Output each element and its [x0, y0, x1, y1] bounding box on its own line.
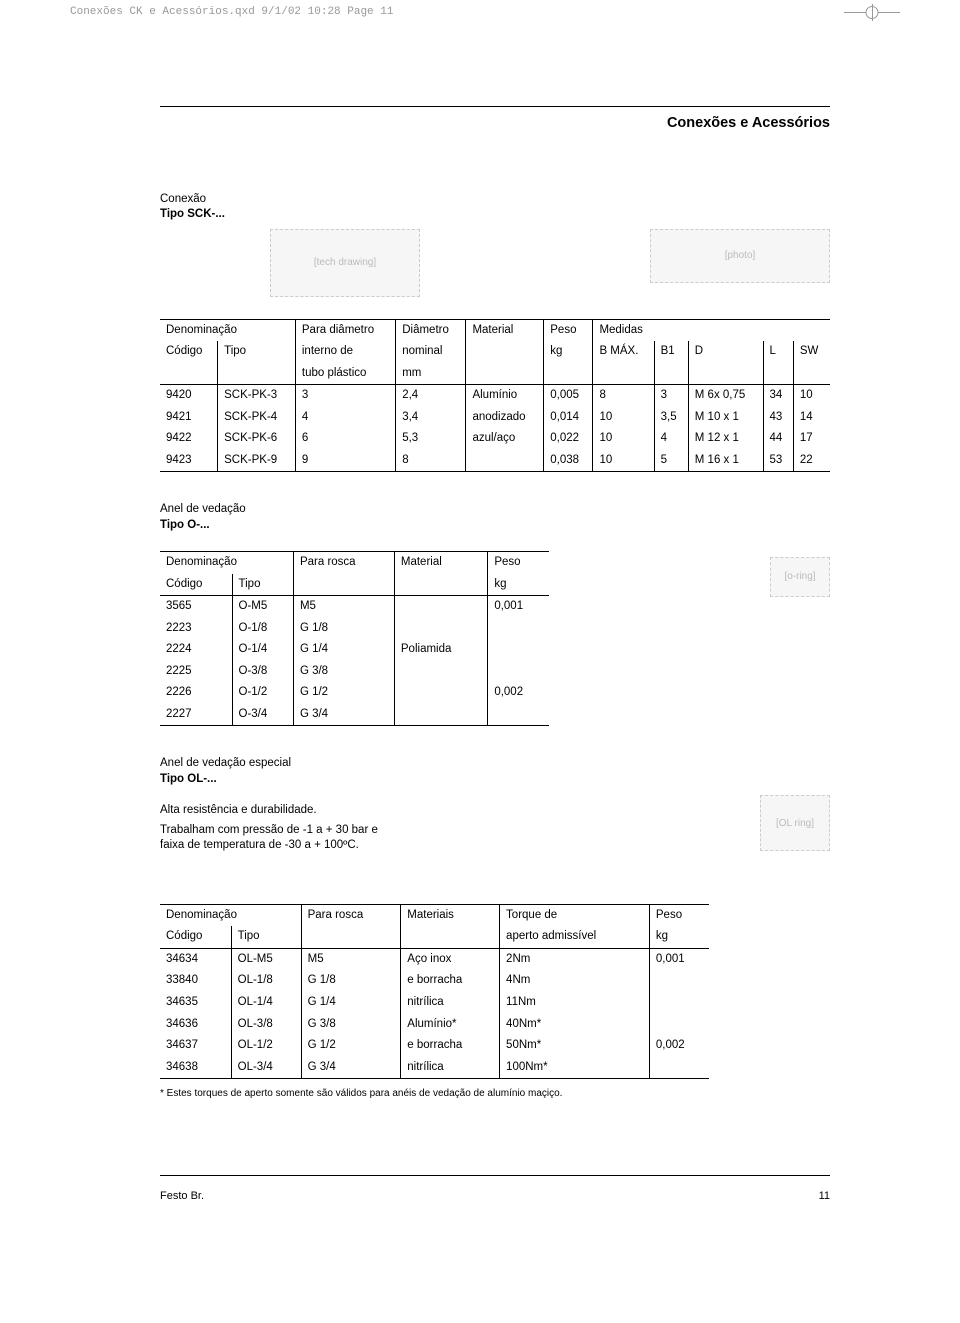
- table-row: 2224 O-1/4 G 1/4 Poliamida: [160, 639, 549, 661]
- sck-photo-image: [photo]: [650, 229, 830, 283]
- table-row: 2223 O-1/8 G 1/8: [160, 618, 549, 640]
- t1-h-diam1: Diâmetro: [396, 319, 466, 341]
- sck-label-1: Conexão: [160, 193, 206, 205]
- t1-h-para1: Para diâmetro: [295, 319, 395, 341]
- table-row: 3565 O-M5 M5 0,001: [160, 596, 549, 618]
- table-ol: Denominação Para rosca Materiais Torque …: [160, 904, 709, 1079]
- sck-diagram-image: [tech drawing]: [270, 229, 420, 297]
- t1-h-d: D: [688, 341, 763, 363]
- t1-h-peso2: kg: [544, 341, 593, 363]
- t1-h-para2: interno de: [295, 341, 395, 363]
- print-meta-header: Conexões CK e Acessórios.qxd 9/1/02 10:2…: [0, 0, 960, 18]
- ol-ring-image: [OL ring]: [760, 795, 830, 851]
- section-sck: Conexão Tipo SCK-... [tech drawing] [pho…: [160, 192, 830, 473]
- o-ring-image: [o-ring]: [770, 557, 830, 597]
- ol-footnote: * Estes torques de aperto somente são vá…: [160, 1087, 830, 1101]
- t1-h-diam3: mm: [396, 363, 466, 385]
- table-sck: Denominação Para diâmetro Diâmetro Mater…: [160, 319, 830, 473]
- ol-label-1: Anel de vedação especial: [160, 757, 291, 769]
- t1-h-bmax: B MÁX.: [593, 341, 654, 363]
- table-row: 9421 SCK-PK-4 4 3,4 anodizado 0,014 10 3…: [160, 407, 830, 429]
- t2-h-codigo: Código: [160, 574, 232, 596]
- t2-h-material: Material: [394, 552, 487, 574]
- ol-para-2: Trabalham com pressão de -1 a + 30 bar e: [160, 823, 730, 839]
- page-title: Conexões e Acessórios: [160, 114, 830, 134]
- t1-h-tipo: Tipo: [218, 341, 296, 363]
- t2-h-peso2: kg: [488, 574, 549, 596]
- section-ol: Anel de vedação especial Tipo OL-... Alt…: [160, 756, 830, 1100]
- t2-h-peso: Peso: [488, 552, 549, 574]
- t1-h-diam2: nominal: [396, 341, 466, 363]
- table-row: 34637 OL-1/2 G 1/2 e borracha 50Nm* 0,00…: [160, 1035, 709, 1057]
- t3-h-torque1: Torque de: [500, 904, 650, 926]
- t1-h-l: L: [763, 341, 793, 363]
- footer-page-number: 11: [819, 1190, 830, 1202]
- table-row: 2227 O-3/4 G 3/4: [160, 704, 549, 726]
- t3-h-torque2: aperto admissível: [500, 926, 650, 948]
- t1-h-denom: Denominação: [160, 319, 295, 341]
- t1-h-b1: B1: [654, 341, 688, 363]
- t3-h-materiais: Materiais: [401, 904, 500, 926]
- ol-para-3: faixa de temperatura de -30 a + 100ºC.: [160, 838, 730, 854]
- table-row: 9422 SCK-PK-6 6 5,3 azul/aço 0,022 10 4 …: [160, 428, 830, 450]
- registration-mark-icon: [844, 12, 900, 13]
- t1-h-sw: SW: [793, 341, 830, 363]
- t2-h-rosca: Para rosca: [293, 552, 394, 574]
- t3-h-peso2: kg: [649, 926, 709, 948]
- t3-h-codigo: Código: [160, 926, 231, 948]
- section-o: Anel de vedação Tipo O-... Denominação P…: [160, 502, 830, 756]
- meta-text: Conexões CK e Acessórios.qxd 9/1/02 10:2…: [70, 6, 393, 18]
- table-row: 34634 OL-M5 M5 Aço inox 2Nm 0,001: [160, 948, 709, 970]
- footer-left: Festo Br.: [160, 1190, 204, 1202]
- t1-h-medidas: Medidas: [593, 319, 830, 341]
- t3-h-denom: Denominação: [160, 904, 301, 926]
- t3-h-rosca: Para rosca: [301, 904, 401, 926]
- t1-h-peso: Peso: [544, 319, 593, 341]
- table-row: 9423 SCK-PK-9 9 8 0,038 10 5 M 16 x 1 53…: [160, 450, 830, 472]
- t1-h-para3: tubo plástico: [295, 363, 395, 385]
- ol-label-2: Tipo OL-...: [160, 773, 217, 785]
- table-row: 34638 OL-3/4 G 3/4 nitrílica 100Nm*: [160, 1057, 709, 1079]
- o-label-1: Anel de vedação: [160, 503, 246, 515]
- sck-label-2: Tipo SCK-...: [160, 208, 225, 220]
- t1-h-codigo: Código: [160, 341, 218, 363]
- table-row: 2225 O-3/8 G 3/8: [160, 661, 549, 683]
- t2-h-tipo: Tipo: [232, 574, 293, 596]
- t3-h-peso: Peso: [649, 904, 709, 926]
- table-row: 2226 O-1/2 G 1/2 0,002: [160, 682, 549, 704]
- t3-h-tipo: Tipo: [231, 926, 301, 948]
- t2-h-denom: Denominação: [160, 552, 293, 574]
- top-rule: [160, 106, 830, 107]
- table-o: Denominação Para rosca Material Peso Cód…: [160, 551, 549, 726]
- o-label-2: Tipo O-...: [160, 519, 210, 531]
- t1-h-material: Material: [466, 319, 544, 341]
- table-row: 34636 OL-3/8 G 3/8 Alumínio* 40Nm*: [160, 1014, 709, 1036]
- table-row: 9420 SCK-PK-3 3 2,4 Alumínio 0,005 8 3 M…: [160, 385, 830, 407]
- table-row: 34635 OL-1/4 G 1/4 nitrílica 11Nm: [160, 992, 709, 1014]
- page-footer: Festo Br. 11: [0, 1176, 960, 1232]
- table-row: 33840 OL-1/8 G 1/8 e borracha 4Nm: [160, 970, 709, 992]
- ol-para-1: Alta resistência e durabilidade.: [160, 803, 730, 819]
